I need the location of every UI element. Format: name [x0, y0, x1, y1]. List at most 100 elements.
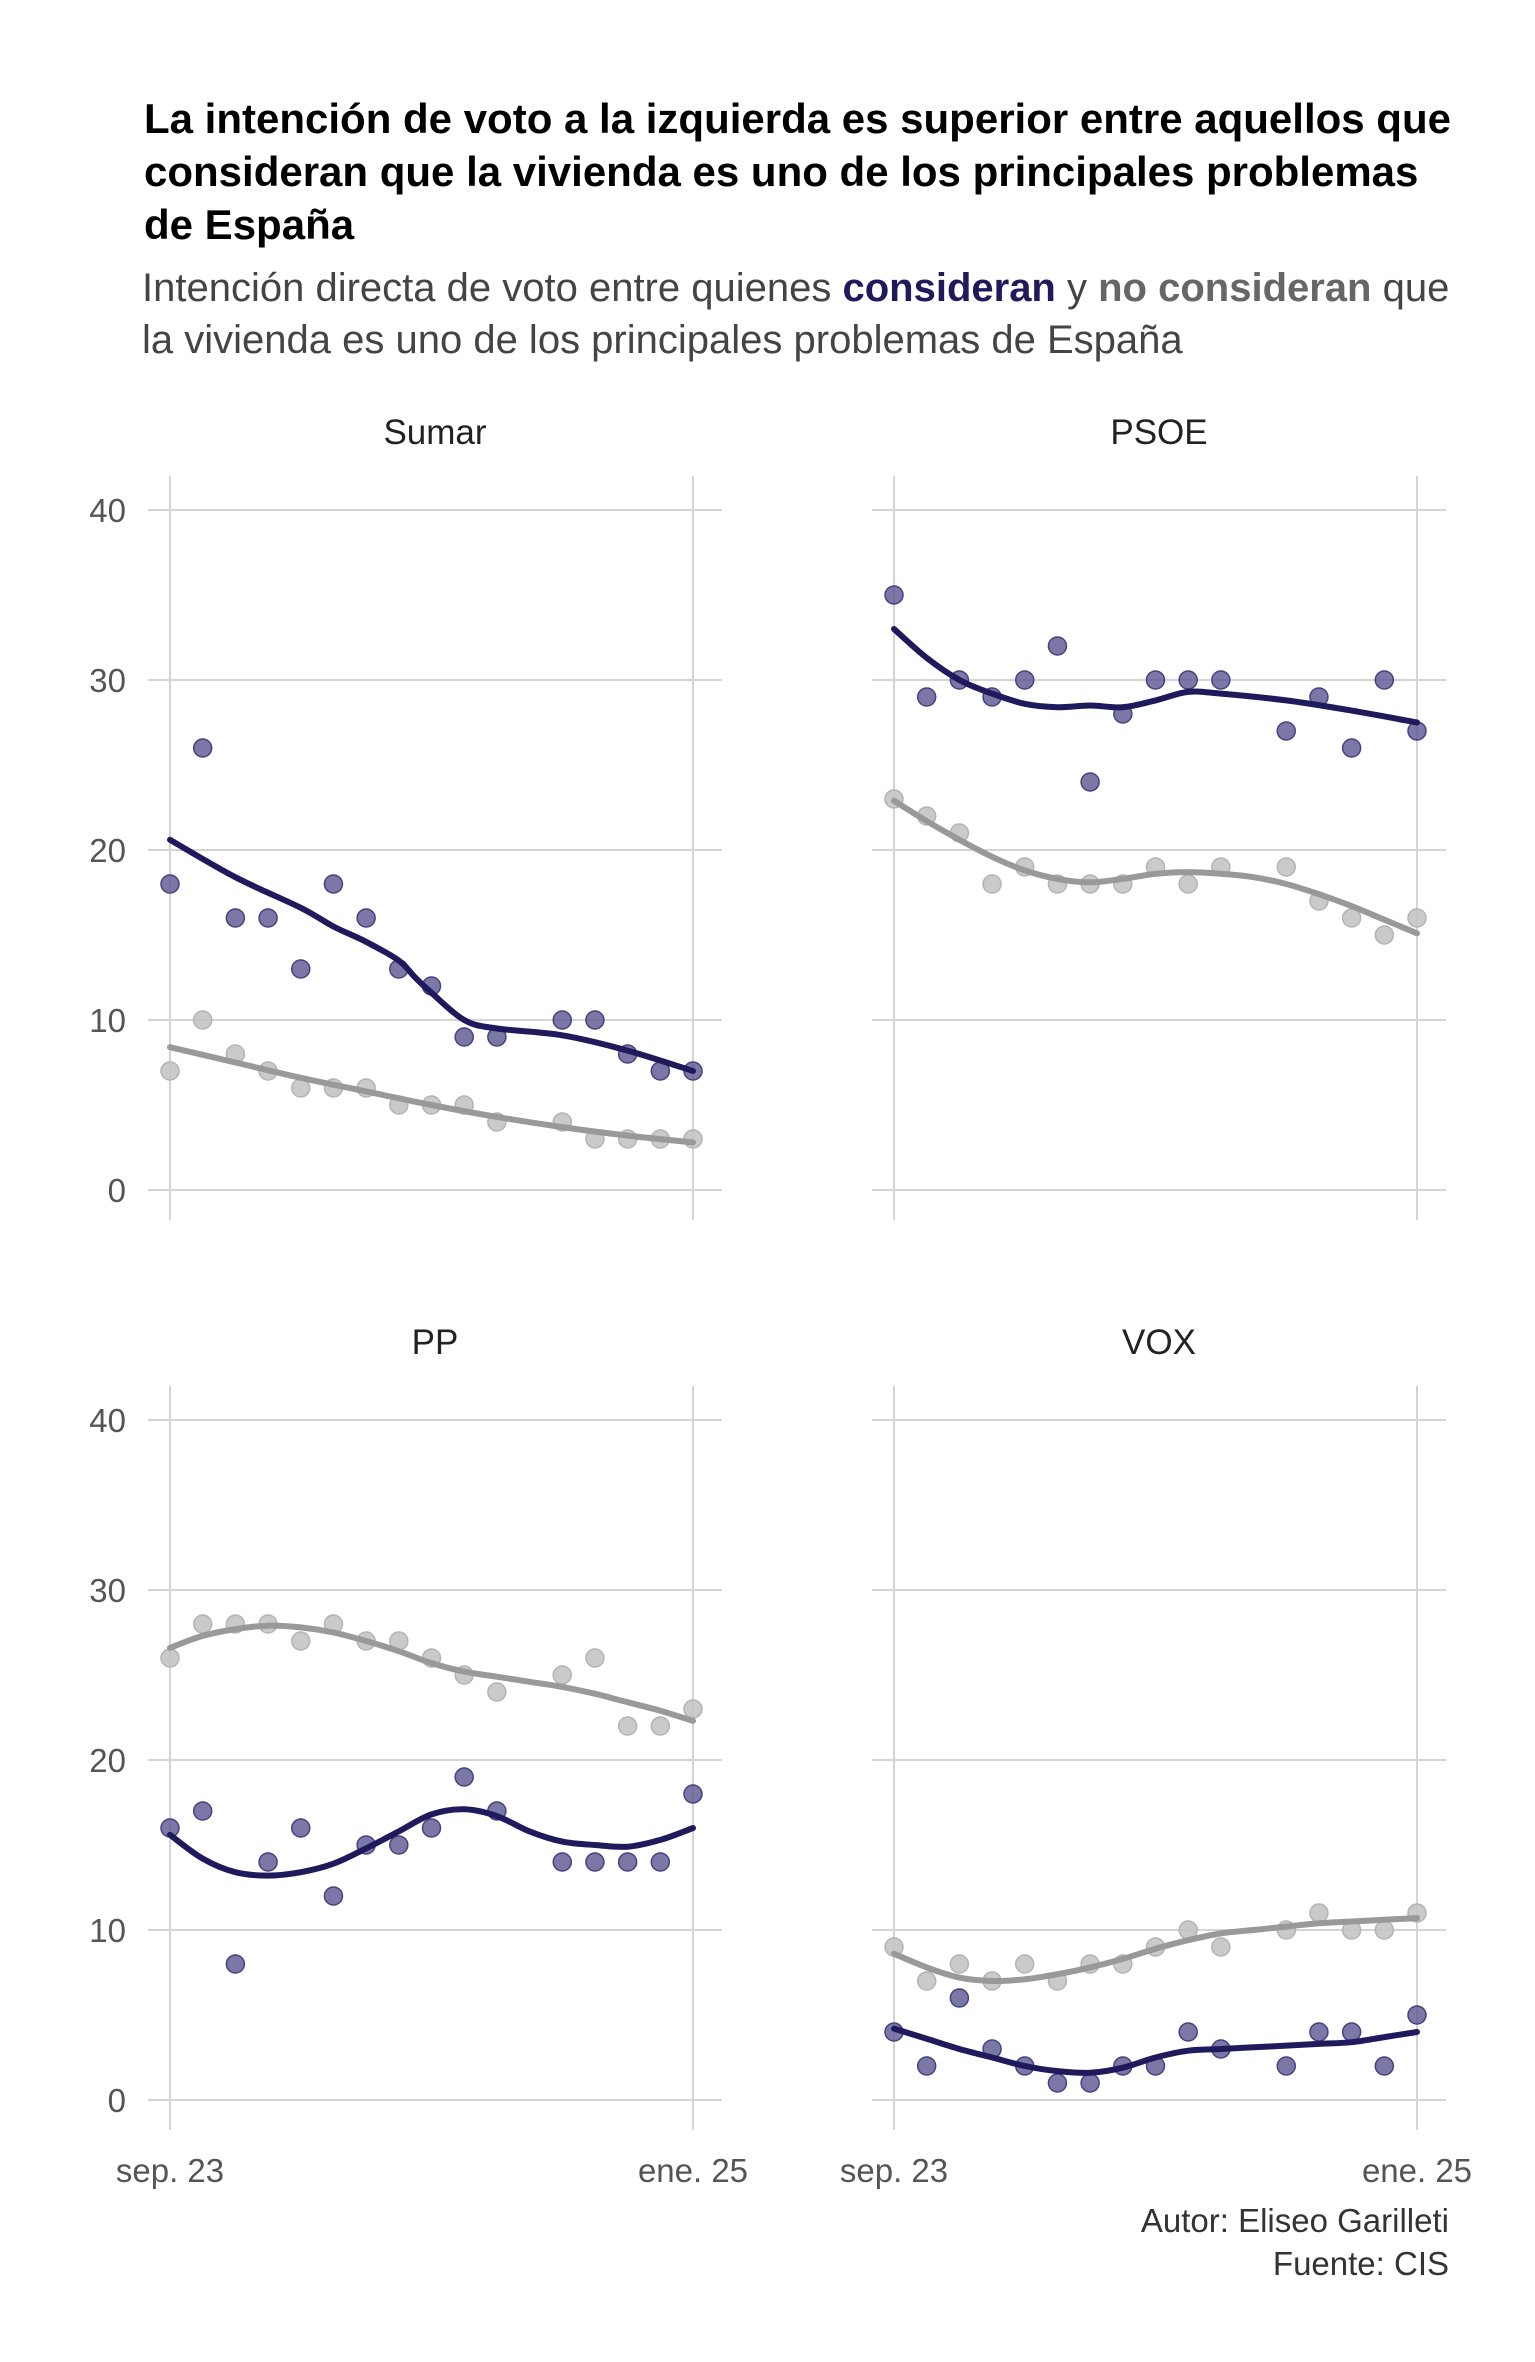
point-psoe-consideran: [1211, 670, 1231, 690]
panel-title-sumar: Sumar: [383, 413, 486, 452]
panel-psoe: PSOE: [872, 413, 1446, 1220]
point-sumar-consideran: [356, 908, 376, 928]
y-tick-label: 0: [108, 1172, 126, 1209]
point-pp-consideran: [421, 1818, 442, 1838]
point-pp-consideran: [192, 1801, 213, 1821]
point-pp-no-consideran: [192, 1614, 213, 1634]
point-psoe-no-consideran: [1276, 857, 1296, 877]
point-vox-no-consideran: [916, 1971, 937, 1991]
point-vox-consideran: [1341, 2022, 1362, 2042]
panel-title-vox: VOX: [1122, 1323, 1196, 1362]
point-pp-consideran: [258, 1852, 278, 1872]
y-tick-label: 10: [89, 1912, 126, 1949]
point-pp-consideran: [291, 1818, 311, 1838]
point-sumar-consideran: [291, 959, 311, 979]
point-sumar-consideran: [585, 1010, 605, 1030]
trend-line-pp-no-consideran: [167, 1622, 696, 1724]
point-psoe-no-consideran: [1374, 925, 1395, 945]
panel-title-psoe: PSOE: [1110, 413, 1207, 452]
point-psoe-no-consideran: [1407, 908, 1427, 928]
point-vox-no-consideran: [1015, 1954, 1035, 1974]
point-sumar-consideran: [192, 738, 213, 758]
point-vox-consideran: [1407, 2005, 1427, 2025]
x-tick-label: sep. 23: [116, 2152, 224, 2189]
y-tick-label: 10: [89, 1002, 126, 1039]
y-tick-label: 40: [89, 1402, 126, 1439]
y-tick-label: 30: [89, 1572, 126, 1609]
point-pp-consideran: [552, 1852, 572, 1872]
subtitle-text-3: que la vivienda es uno de los principale…: [142, 266, 1450, 362]
point-vox-no-consideran: [949, 1954, 970, 1974]
y-tick-label: 30: [89, 662, 126, 699]
point-pp-no-consideran: [552, 1665, 572, 1685]
x-tick-label: ene. 25: [1362, 2152, 1472, 2189]
legend-no-consideran: no consideran: [1098, 266, 1372, 310]
point-vox-consideran: [1080, 2073, 1100, 2093]
x-tick-label: sep. 23: [840, 2152, 948, 2189]
subtitle-text-1: Intención directa de voto entre quienes: [142, 266, 843, 310]
point-psoe-consideran: [884, 585, 904, 605]
point-pp-consideran: [323, 1886, 344, 1906]
point-vox-no-consideran: [1374, 1920, 1395, 1940]
point-pp-consideran: [585, 1852, 605, 1872]
panel-sumar: Sumar 0 10 20 30 40: [89, 413, 722, 1220]
point-pp-consideran: [454, 1767, 474, 1787]
point-psoe-no-consideran: [982, 874, 1002, 894]
point-psoe-consideran: [1276, 721, 1296, 741]
point-sumar-consideran: [225, 908, 246, 928]
point-vox-consideran: [1374, 2056, 1395, 2076]
point-sumar-no-consideran: [192, 1010, 213, 1030]
legend-consideran: consideran: [842, 266, 1056, 310]
point-pp-consideran: [617, 1852, 638, 1872]
x-tick-label: ene. 25: [638, 2152, 748, 2189]
y-tick-label: 40: [89, 492, 126, 529]
point-vox-consideran: [916, 2056, 937, 2076]
point-pp-consideran: [683, 1784, 703, 1804]
y-tick-label: 0: [108, 2082, 126, 2119]
y-tick-label: 20: [89, 1742, 126, 1779]
caption-source: Fuente: CIS: [1272, 2245, 1449, 2282]
point-sumar-consideran: [454, 1027, 474, 1047]
point-psoe-no-consideran: [1178, 874, 1198, 894]
chart-subtitle: Intención directa de voto entre quienes …: [142, 262, 1482, 366]
subtitle-text-2: y: [1055, 266, 1099, 310]
point-psoe-consideran: [1015, 670, 1035, 690]
trend-line-vox-consideran: [891, 2025, 1420, 2076]
point-pp-no-consideran: [291, 1631, 311, 1651]
point-pp-no-consideran: [617, 1716, 638, 1736]
point-sumar-consideran: [258, 908, 278, 928]
point-sumar-consideran: [552, 1010, 572, 1030]
point-psoe-consideran: [1145, 670, 1166, 690]
panel-pp: PP 0 10 20 30 40 sep. 23 ene. 25: [89, 1323, 748, 2189]
point-vox-consideran: [1047, 2073, 1068, 2093]
point-psoe-consideran: [1047, 636, 1068, 656]
chart-title: La intención de voto a la izquierda es s…: [144, 95, 1451, 248]
point-pp-no-consideran: [650, 1716, 671, 1736]
y-tick-label: 20: [89, 832, 126, 869]
point-pp-consideran: [389, 1835, 409, 1855]
chart-caption: Autor: Eliseo Garilleti Fuente: CIS: [1141, 2199, 1449, 2285]
point-pp-consideran: [650, 1852, 671, 1872]
point-pp-consideran: [225, 1954, 246, 1974]
point-psoe-consideran: [1374, 670, 1395, 690]
point-vox-no-consideran: [1211, 1937, 1231, 1957]
panel-title-pp: PP: [412, 1323, 459, 1362]
trend-line-psoe-consideran: [891, 626, 1420, 726]
point-psoe-consideran: [1080, 772, 1100, 792]
trend-line-vox-no-consideran: [891, 1915, 1420, 1985]
trend-line-sumar-consideran: [167, 836, 696, 1074]
point-vox-consideran: [949, 1988, 970, 2008]
trend-line-psoe-no-consideran: [891, 797, 1420, 937]
point-vox-consideran: [1309, 2022, 1329, 2042]
point-vox-consideran: [1178, 2022, 1198, 2042]
point-pp-no-consideran: [585, 1648, 605, 1668]
point-pp-no-consideran: [487, 1682, 507, 1702]
point-sumar-consideran: [323, 874, 344, 894]
point-sumar-no-consideran: [160, 1061, 180, 1081]
point-pp-no-consideran: [160, 1648, 180, 1668]
trend-line-sumar-no-consideran: [167, 1044, 696, 1146]
caption-author: Autor: Eliseo Garilleti: [1140, 2202, 1449, 2239]
point-sumar-consideran: [160, 874, 180, 894]
point-vox-no-consideran: [1309, 1903, 1329, 1923]
